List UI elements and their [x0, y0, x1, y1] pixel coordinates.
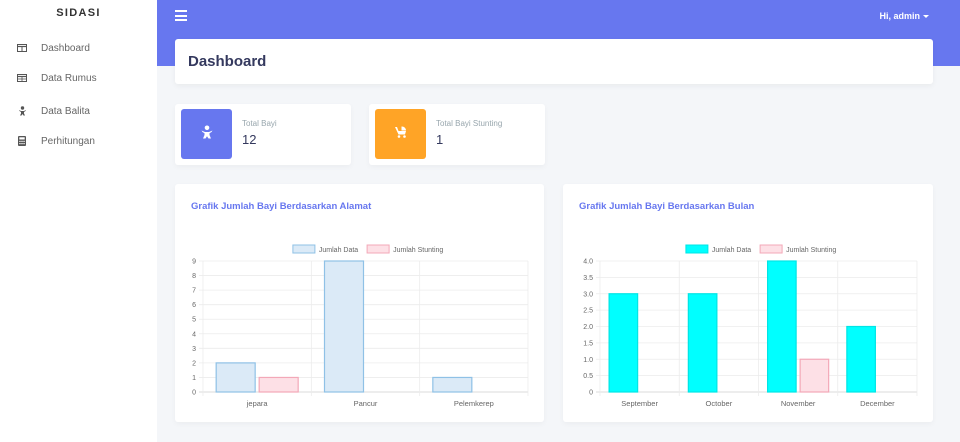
legend-swatch	[292, 244, 316, 254]
x-tick-label: December	[860, 399, 895, 408]
bar	[432, 376, 473, 393]
x-tick-label: October	[706, 399, 733, 408]
sidebar-item-label: Perhitungan	[41, 135, 95, 147]
y-tick-label: 0.5	[583, 373, 593, 380]
stat-label: Total Bayi	[242, 119, 277, 128]
section-header: Dashboard	[175, 39, 933, 84]
user-dropdown[interactable]: Hi, admin	[879, 11, 929, 21]
y-tick-label: 0	[192, 390, 196, 397]
chevron-down-icon	[923, 15, 929, 19]
bar-chart-alamat: 0 1 2 3 4 5 6 7 8 9 jepara Pancur Pelemkerep Jumlah D…	[192, 244, 529, 408]
y-tick-label: 5	[192, 317, 196, 324]
y-tick-label: 6	[192, 302, 196, 309]
stat-icon-box	[375, 109, 426, 159]
y-tick-label: 2	[192, 360, 196, 367]
user-greeting: Hi, admin	[879, 11, 920, 21]
legend-swatch	[366, 244, 390, 254]
sidebar-item-perhitungan[interactable]: Perhitungan	[0, 126, 157, 156]
bar	[687, 293, 718, 393]
y-tick-label: 8	[192, 273, 196, 280]
bar	[608, 293, 639, 393]
legend-label: Jumlah Stunting	[786, 247, 836, 254]
x-tick-label: September	[621, 399, 658, 408]
legend-label: Jumlah Data	[712, 247, 751, 254]
y-tick-label: 2.5	[583, 308, 593, 315]
table-icon	[15, 71, 29, 85]
y-tick-label: 4.0	[583, 259, 593, 266]
chart-card-bulan: Grafik Jumlah Bayi Berdasarkan Bulan 0 0.…	[563, 184, 933, 422]
y-tick-label: 7	[192, 288, 196, 295]
y-tick-label: 2.0	[583, 324, 593, 331]
baby-icon	[201, 125, 213, 144]
y-tick-label: 9	[192, 259, 196, 266]
brand-logo[interactable]: SIDASI	[56, 7, 101, 19]
bar	[766, 260, 797, 393]
y-tick-label: 3.0	[583, 291, 593, 298]
stat-card-total-bayi: Total Bayi 12	[175, 104, 351, 165]
baby-icon	[15, 104, 29, 118]
sidebar-item-label: Data Rumus	[41, 72, 97, 84]
x-tick-label: jepara	[246, 399, 269, 408]
chart-title: Grafik Jumlah Bayi Berdasarkan Alamat	[191, 201, 372, 212]
stat-value: 1	[436, 132, 444, 147]
legend-swatch	[685, 244, 709, 254]
chart-card-alamat: Grafik Jumlah Bayi Berdasarkan Alamat 0 1…	[175, 184, 544, 422]
y-tick-label: 3.5	[583, 275, 593, 282]
x-tick-label: November	[781, 399, 816, 408]
bar	[846, 325, 876, 393]
legend-label: Jumlah Data	[319, 247, 358, 254]
page-title: Dashboard	[188, 53, 267, 70]
y-tick-label: 1.0	[583, 357, 593, 364]
sidebar: SIDASI Dashboard Data Rumus Data Balita …	[0, 0, 157, 442]
y-tick-label: 0	[589, 390, 593, 397]
sidebar-item-label: Dashboard	[41, 42, 90, 54]
sidebar-item-dashboard[interactable]: Dashboard	[0, 33, 157, 63]
stat-value: 12	[242, 132, 257, 147]
y-tick-label: 4	[192, 331, 196, 338]
table-columns-icon	[15, 41, 29, 55]
sidebar-item-label: Data Balita	[41, 105, 90, 117]
y-tick-label: 1.5	[583, 340, 593, 347]
bar	[215, 362, 256, 393]
stat-card-total-stunting: Total Bayi Stunting 1	[369, 104, 545, 165]
bar	[323, 260, 365, 393]
legend-label: Jumlah Stunting	[393, 247, 443, 254]
bar	[258, 376, 299, 393]
stat-icon-box	[181, 109, 232, 159]
baby-carriage-icon	[394, 125, 408, 143]
sidebar-item-data-rumus[interactable]: Data Rumus	[0, 63, 157, 93]
sidebar-item-data-balita[interactable]: Data Balita	[0, 96, 157, 126]
chart-title: Grafik Jumlah Bayi Berdasarkan Bulan	[579, 201, 755, 212]
hamburger-menu-icon[interactable]	[175, 10, 187, 21]
x-tick-label: Pelemkerep	[454, 399, 494, 408]
x-tick-label: Pancur	[354, 399, 378, 408]
stat-label: Total Bayi Stunting	[436, 119, 503, 128]
calculator-icon	[15, 134, 29, 148]
bar-chart-bulan: 0 0.5 1.0 1.5 2.0 2.5 3.0 3.5 4.0 September Octobe…	[583, 244, 918, 408]
bar	[799, 358, 830, 393]
y-tick-label: 1	[192, 375, 196, 382]
y-tick-label: 3	[192, 346, 196, 353]
legend-swatch	[759, 244, 783, 254]
